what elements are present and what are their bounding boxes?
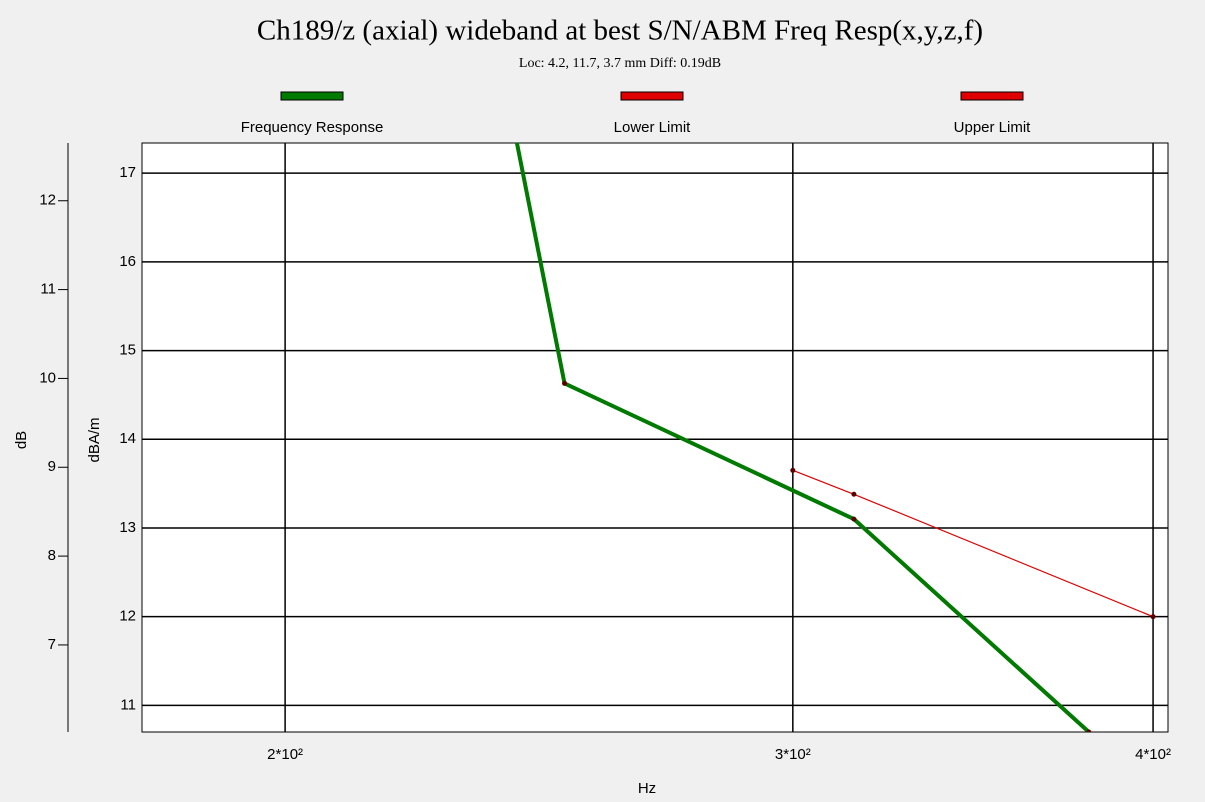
data-point [851, 516, 857, 522]
series-line [514, 143, 1091, 732]
data-point [1150, 614, 1156, 620]
legend-label: Frequency Response [241, 119, 384, 136]
legend-label: Upper Limit [954, 119, 1032, 136]
data-point [1086, 729, 1092, 732]
plot-area [142, 143, 1168, 732]
plot-border [141, 142, 1169, 733]
data-point [851, 491, 857, 497]
x-tick-label: 3*10² [775, 746, 811, 763]
y-tick-label: 13 [119, 519, 136, 536]
y2-tick-label: 9 [48, 458, 56, 475]
y2-tick-label: 10 [39, 369, 56, 386]
x-tick-label: 4*10² [1135, 746, 1171, 763]
y-tick-label: 15 [119, 342, 136, 359]
y-tick-label: 14 [119, 430, 136, 447]
data-point [562, 380, 568, 386]
data-point [511, 123, 516, 128]
x-axis-label: Hz [638, 780, 656, 797]
legend-swatch [280, 91, 344, 101]
y2-axis-label: dB [13, 431, 30, 449]
y2-tick-label: 7 [48, 636, 56, 653]
series-layer [511, 123, 1156, 732]
y-tick-label: 16 [119, 253, 136, 270]
y-tick-label: 12 [119, 608, 136, 625]
legend-swatch [620, 91, 684, 101]
y2-tick-label: 12 [39, 192, 56, 209]
legend-label: Lower Limit [614, 119, 692, 136]
legend-swatch [960, 91, 1024, 101]
data-point [790, 467, 796, 473]
x-tick-label: 2*10² [267, 746, 303, 763]
y2-tick-label: 11 [40, 281, 56, 298]
y-tick-label: 17 [119, 164, 136, 181]
y-tick-label: 11 [120, 696, 136, 713]
chart-title: Ch189/z (axial) wideband at best S/N/ABM… [257, 15, 983, 47]
chart-subtitle: Loc: 4.2, 11.7, 3.7 mm Diff: 0.19dB [519, 56, 721, 71]
y-axis-label: dBA/m [86, 417, 103, 462]
y2-tick-label: 8 [48, 547, 56, 564]
